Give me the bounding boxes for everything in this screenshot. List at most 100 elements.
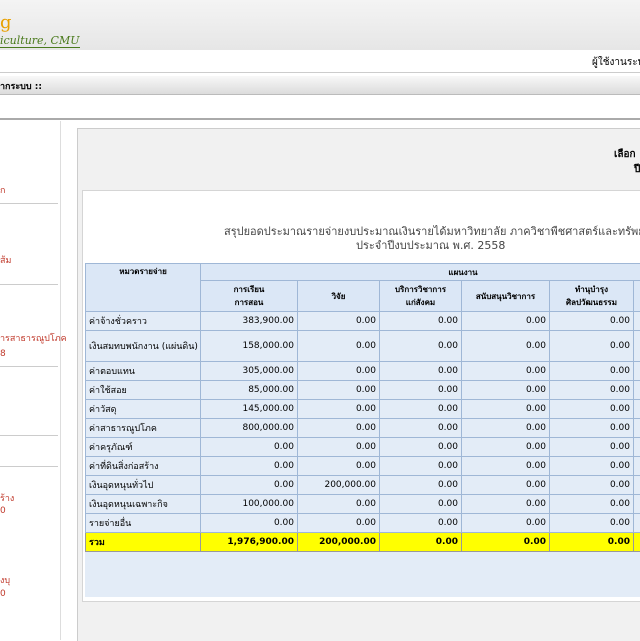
divider <box>0 366 58 367</box>
cell-value: 0.00 <box>462 419 550 438</box>
cell-value: 0.00 <box>550 312 634 331</box>
cell-value: 0.00 <box>380 331 462 362</box>
cell-value: 0.00 <box>380 438 462 457</box>
row-label: ค่าวัสดุ <box>86 400 201 419</box>
budget-table: หมวดรายจ่ายแผนงานการเรียนการสอนวิจัยบริก… <box>85 263 640 552</box>
sidebar-item: ส้ม <box>0 253 11 267</box>
cell-value: 0.00 <box>298 495 380 514</box>
cell-value: 0.00 <box>201 438 298 457</box>
cell-value: 0.00 <box>462 400 550 419</box>
cell-value <box>634 438 640 457</box>
user-label[interactable]: ผู้ใช้งานระบบ <box>592 55 640 70</box>
row-label: เงินอุดหนุนทั่วไป <box>86 476 201 495</box>
cell-value: 0.00 <box>380 419 462 438</box>
cell-value: 200,000.00 <box>298 476 380 495</box>
cell-value: 0.00 <box>380 381 462 400</box>
row-label: ค่าตอบแทน <box>86 362 201 381</box>
cell-value: 0.00 <box>298 457 380 476</box>
cell-value <box>634 331 640 362</box>
cell-value: 0.00 <box>380 312 462 331</box>
year-label: ปี <box>634 162 640 177</box>
cell-value: 0.00 <box>462 457 550 476</box>
row-label: ค่าครุภัณฑ์ <box>86 438 201 457</box>
cell-value <box>634 312 640 331</box>
sidebar-item: ร้าง <box>0 491 14 505</box>
divider <box>0 203 58 204</box>
column-header <box>634 281 640 312</box>
cell-value: 0.00 <box>298 400 380 419</box>
cell-value: 0.00 <box>298 514 380 533</box>
cell-value: 0.00 <box>462 495 550 514</box>
sidebar-item: 0 <box>0 589 6 599</box>
cell-value: 0.00 <box>462 514 550 533</box>
cell-value <box>634 419 640 438</box>
cell-value: 0.00 <box>550 381 634 400</box>
cell-value: 85,000.00 <box>201 381 298 400</box>
column-header-line: ทำนุบำรุง <box>575 285 608 294</box>
cell-value: 383,900.00 <box>201 312 298 331</box>
header-category: หมวดรายจ่าย <box>86 264 201 312</box>
row-label: รายจ่ายอื่น <box>86 514 201 533</box>
row-label: ค่าจ้างชั่วคราว <box>86 312 201 331</box>
divider <box>0 284 58 285</box>
column-header: ทำนุบำรุงศิลปวัฒนธรรม <box>550 281 634 312</box>
sidebar-item: 8 <box>0 349 6 359</box>
nav-item[interactable]: ากระบบ :: <box>0 79 42 93</box>
total-value: 0.00 <box>380 533 462 552</box>
cell-value: 0.00 <box>462 312 550 331</box>
total-label: รวม <box>86 533 201 552</box>
total-value: 200,000.00 <box>298 533 380 552</box>
divider <box>0 466 58 467</box>
cell-value: 0.00 <box>462 381 550 400</box>
total-value <box>634 533 640 552</box>
cell-value: 800,000.00 <box>201 419 298 438</box>
cell-value: 0.00 <box>462 362 550 381</box>
cell-value: 100,000.00 <box>201 495 298 514</box>
logo-text: iculture, CMU <box>0 34 80 48</box>
column-header-line: แก่สังคม <box>406 298 435 307</box>
header-row: หมวดรายจ่ายแผนงาน <box>86 264 640 281</box>
column-header-line: ศิลปวัฒนธรรม <box>566 298 617 307</box>
cell-value: 0.00 <box>550 400 634 419</box>
column-header-line: การสอน <box>235 298 264 307</box>
cell-value: 0.00 <box>462 331 550 362</box>
user-bar: ผู้ใช้งานระบบ <box>0 52 640 73</box>
cell-value <box>634 362 640 381</box>
cell-value: 0.00 <box>550 362 634 381</box>
cell-value: 0.00 <box>298 362 380 381</box>
total-value: 0.00 <box>550 533 634 552</box>
column-header-line: สนับสนุนวิชาการ <box>476 292 535 301</box>
logo-initial: g <box>0 12 12 33</box>
report-subtitle: ประจำปีงบประมาณ พ.ศ. 2558 <box>356 236 505 254</box>
sidebar-item: ก <box>0 183 5 197</box>
cell-value: 0.00 <box>201 457 298 476</box>
column-header-line: การเรียน <box>234 285 265 294</box>
cell-value: 0.00 <box>298 331 380 362</box>
column-header: สนับสนุนวิชาการ <box>462 281 550 312</box>
cell-value: 0.00 <box>550 457 634 476</box>
row-label: ค่าที่ดินสิ่งก่อสร้าง <box>86 457 201 476</box>
header: g iculture, CMU <box>0 0 640 50</box>
row-label: ค่าใช้สอย <box>86 381 201 400</box>
cell-value: 0.00 <box>550 495 634 514</box>
separator <box>0 118 640 120</box>
cell-value: 145,000.00 <box>201 400 298 419</box>
cell-value: 0.00 <box>380 514 462 533</box>
cell-value: 0.00 <box>380 362 462 381</box>
cell-value: 0.00 <box>201 514 298 533</box>
report-panel: สรุปยอดประมาณรายจ่ายงบประมาณเงินรายได้มห… <box>82 190 640 602</box>
